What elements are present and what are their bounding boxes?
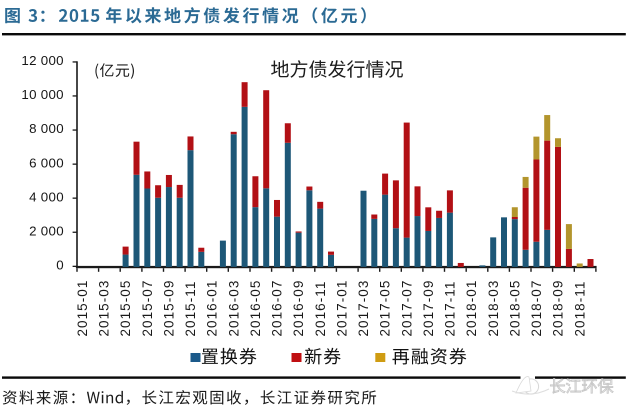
svg-text:2015-01: 2015-01 bbox=[75, 280, 90, 337]
svg-text:2016-05: 2016-05 bbox=[248, 280, 263, 337]
svg-text:2018-01: 2018-01 bbox=[464, 280, 479, 337]
svg-text:2017-01: 2017-01 bbox=[334, 280, 349, 337]
svg-text:2018-05: 2018-05 bbox=[507, 280, 522, 337]
svg-text:2015-03: 2015-03 bbox=[97, 280, 112, 337]
svg-text:8 000: 8 000 bbox=[29, 121, 64, 136]
svg-text:4 000: 4 000 bbox=[29, 189, 64, 204]
svg-text:2015-09: 2015-09 bbox=[162, 280, 177, 337]
svg-text:2 000: 2 000 bbox=[29, 223, 64, 238]
svg-text:2015-11: 2015-11 bbox=[183, 281, 198, 337]
svg-text:2016-01: 2016-01 bbox=[205, 280, 220, 337]
svg-text:2016-09: 2016-09 bbox=[291, 280, 306, 337]
svg-text:2017-11: 2017-11 bbox=[443, 281, 458, 337]
svg-text:12 000: 12 000 bbox=[21, 53, 63, 68]
svg-text:2018-11: 2018-11 bbox=[572, 281, 587, 337]
svg-text:2017-05: 2017-05 bbox=[378, 280, 393, 337]
svg-text:2017-03: 2017-03 bbox=[356, 280, 371, 337]
svg-text:6 000: 6 000 bbox=[29, 155, 64, 170]
svg-text:2017-09: 2017-09 bbox=[421, 280, 436, 337]
svg-text:2016-11: 2016-11 bbox=[313, 281, 328, 337]
svg-text:2017-07: 2017-07 bbox=[399, 280, 414, 337]
svg-text:2018-07: 2018-07 bbox=[529, 280, 544, 337]
svg-text:2015-05: 2015-05 bbox=[118, 280, 133, 337]
svg-text:0: 0 bbox=[56, 258, 64, 273]
svg-text:2016-07: 2016-07 bbox=[270, 280, 285, 337]
svg-text:2018-09: 2018-09 bbox=[551, 280, 566, 337]
svg-text:2015-07: 2015-07 bbox=[140, 280, 155, 337]
svg-text:2018-03: 2018-03 bbox=[486, 280, 501, 337]
svg-text:10 000: 10 000 bbox=[21, 87, 63, 102]
svg-text:2016-03: 2016-03 bbox=[226, 280, 241, 337]
